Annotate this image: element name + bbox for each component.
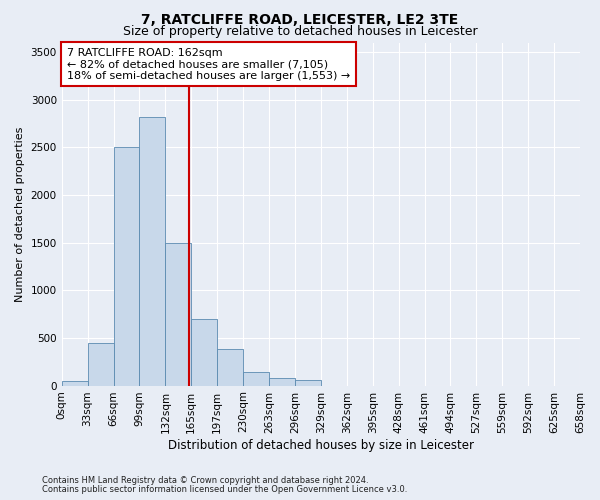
Bar [139,117,166,386]
Bar [113,148,139,386]
Text: Contains public sector information licensed under the Open Government Licence v3: Contains public sector information licen… [42,484,407,494]
Text: 7, RATCLIFFE ROAD, LEICESTER, LE2 3TE: 7, RATCLIFFE ROAD, LEICESTER, LE2 3TE [142,12,458,26]
Bar [295,380,321,386]
Bar [217,350,243,386]
Text: 7 RATCLIFFE ROAD: 162sqm
← 82% of detached houses are smaller (7,105)
18% of sem: 7 RATCLIFFE ROAD: 162sqm ← 82% of detach… [67,48,350,81]
Y-axis label: Number of detached properties: Number of detached properties [15,126,25,302]
Bar [269,378,295,386]
Bar [166,242,191,386]
Text: Contains HM Land Registry data © Crown copyright and database right 2024.: Contains HM Land Registry data © Crown c… [42,476,368,485]
X-axis label: Distribution of detached houses by size in Leicester: Distribution of detached houses by size … [168,440,474,452]
Text: Size of property relative to detached houses in Leicester: Size of property relative to detached ho… [122,25,478,38]
Bar [191,319,217,386]
Bar [243,372,269,386]
Bar [88,342,113,386]
Bar [62,381,88,386]
